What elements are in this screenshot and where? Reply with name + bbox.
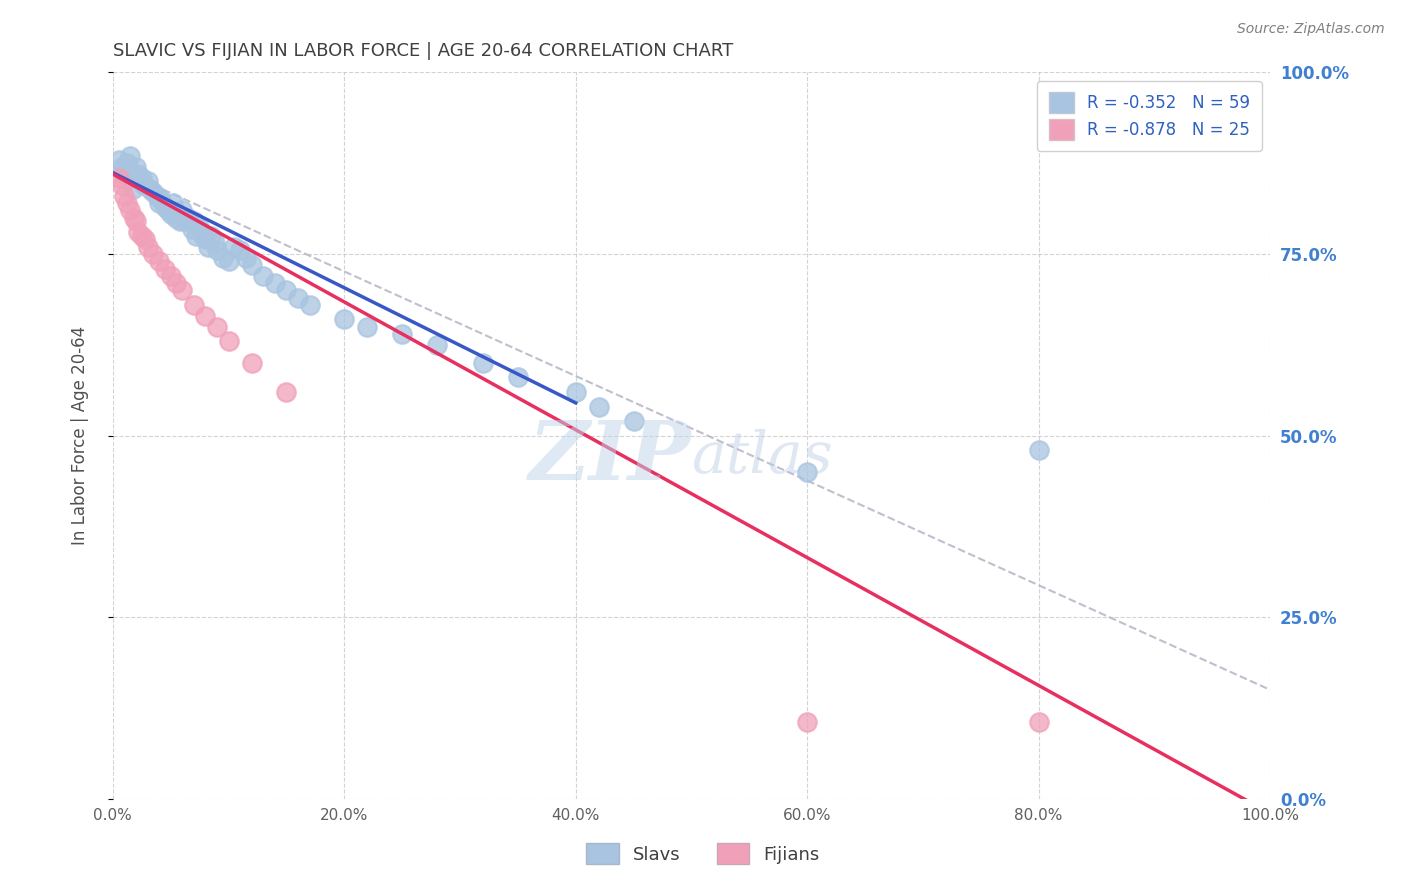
Text: atlas: atlas bbox=[692, 429, 834, 485]
Point bbox=[194, 309, 217, 323]
Point bbox=[132, 178, 155, 192]
Point bbox=[472, 356, 495, 370]
Point bbox=[186, 228, 208, 243]
Point bbox=[218, 254, 240, 268]
Point bbox=[287, 291, 309, 305]
Point bbox=[150, 193, 173, 207]
Point bbox=[142, 186, 165, 200]
Point bbox=[172, 203, 194, 218]
Point bbox=[1028, 715, 1050, 730]
Point bbox=[224, 240, 246, 254]
Point bbox=[172, 283, 194, 297]
Point bbox=[111, 178, 134, 192]
Point bbox=[588, 400, 610, 414]
Point bbox=[180, 221, 202, 235]
Point bbox=[159, 207, 181, 221]
Point bbox=[115, 156, 138, 170]
Point bbox=[112, 167, 135, 181]
Text: ZIP: ZIP bbox=[529, 417, 692, 498]
Point bbox=[205, 244, 228, 258]
Point bbox=[112, 189, 135, 203]
Point bbox=[298, 298, 321, 312]
Point bbox=[148, 254, 170, 268]
Point bbox=[177, 211, 200, 225]
Point bbox=[200, 228, 222, 243]
Point bbox=[148, 196, 170, 211]
Point bbox=[333, 312, 356, 326]
Point bbox=[183, 298, 205, 312]
Point bbox=[136, 240, 159, 254]
Point bbox=[117, 163, 139, 178]
Point bbox=[120, 203, 142, 218]
Point bbox=[194, 232, 217, 246]
Point bbox=[166, 276, 188, 290]
Point bbox=[107, 170, 129, 185]
Point bbox=[131, 170, 153, 185]
Point bbox=[125, 160, 148, 174]
Point bbox=[205, 319, 228, 334]
Point bbox=[426, 338, 449, 352]
Point bbox=[240, 258, 263, 272]
Point bbox=[252, 268, 274, 283]
Point bbox=[127, 167, 149, 181]
Point bbox=[263, 276, 285, 290]
Point bbox=[796, 715, 818, 730]
Point bbox=[169, 214, 191, 228]
Point bbox=[111, 160, 134, 174]
Point bbox=[134, 232, 156, 246]
Legend: R = -0.352   N = 59, R = -0.878   N = 25: R = -0.352 N = 59, R = -0.878 N = 25 bbox=[1038, 81, 1261, 152]
Point bbox=[122, 170, 145, 185]
Point bbox=[183, 214, 205, 228]
Point bbox=[188, 221, 211, 235]
Point bbox=[121, 181, 143, 195]
Point bbox=[240, 356, 263, 370]
Point bbox=[162, 196, 184, 211]
Point bbox=[1028, 443, 1050, 458]
Point bbox=[356, 319, 378, 334]
Point bbox=[166, 211, 188, 225]
Point bbox=[125, 214, 148, 228]
Point bbox=[204, 236, 226, 251]
Point bbox=[229, 244, 252, 258]
Point bbox=[218, 334, 240, 348]
Point bbox=[120, 149, 142, 163]
Point bbox=[139, 181, 162, 195]
Point bbox=[173, 214, 195, 228]
Text: SLAVIC VS FIJIAN IN LABOR FORCE | AGE 20-64 CORRELATION CHART: SLAVIC VS FIJIAN IN LABOR FORCE | AGE 20… bbox=[112, 42, 733, 60]
Point bbox=[235, 251, 257, 265]
Point bbox=[191, 228, 214, 243]
Point bbox=[142, 247, 165, 261]
Point bbox=[107, 153, 129, 167]
Point bbox=[276, 384, 298, 399]
Y-axis label: In Labor Force | Age 20-64: In Labor Force | Age 20-64 bbox=[72, 326, 89, 545]
Point bbox=[131, 228, 153, 243]
Point bbox=[157, 203, 180, 218]
Point bbox=[623, 414, 645, 428]
Point bbox=[153, 200, 176, 214]
Point bbox=[197, 240, 219, 254]
Point bbox=[391, 326, 413, 341]
Point bbox=[796, 465, 818, 479]
Point bbox=[211, 251, 233, 265]
Point bbox=[127, 225, 149, 239]
Point bbox=[136, 174, 159, 188]
Point bbox=[146, 189, 169, 203]
Text: Source: ZipAtlas.com: Source: ZipAtlas.com bbox=[1237, 22, 1385, 37]
Point bbox=[159, 268, 181, 283]
Point bbox=[122, 211, 145, 225]
Point bbox=[506, 370, 529, 384]
Legend: Slavs, Fijians: Slavs, Fijians bbox=[572, 829, 834, 879]
Point bbox=[115, 196, 138, 211]
Point bbox=[153, 261, 176, 276]
Point bbox=[276, 283, 298, 297]
Point bbox=[564, 384, 586, 399]
